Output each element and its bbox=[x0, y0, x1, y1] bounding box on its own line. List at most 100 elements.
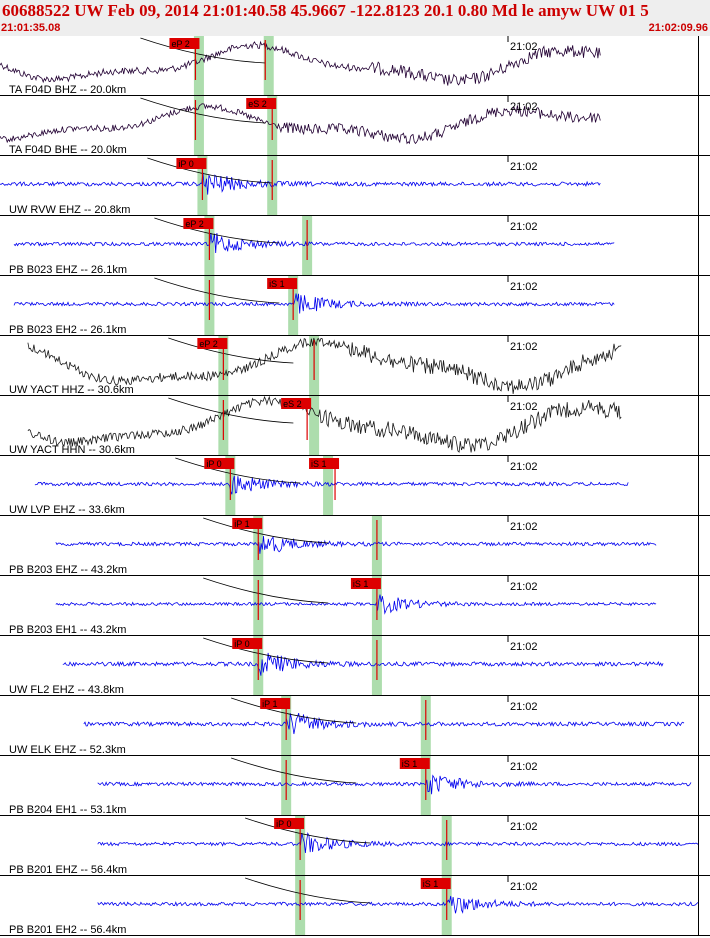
trace-panel: iP 0 21:02 UW RVW EHZ -- 20.8km bbox=[0, 156, 710, 216]
pick-window bbox=[193, 36, 204, 96]
station-label: PB B203 EH1 -- 43.2km bbox=[9, 624, 126, 636]
pick-label: iS 1 bbox=[423, 879, 439, 889]
pick-label-box bbox=[267, 278, 298, 289]
pick-label-box bbox=[204, 458, 235, 469]
moveout-curve bbox=[154, 217, 280, 244]
waveform bbox=[97, 895, 699, 914]
pick-label: iP 0 bbox=[276, 819, 291, 829]
pick-window bbox=[309, 396, 320, 456]
waveform bbox=[62, 652, 664, 676]
waveform bbox=[13, 293, 615, 314]
trace-panel: iP 1 21:02 PB B203 EHZ -- 43.2km bbox=[0, 516, 710, 576]
pick-label-box bbox=[309, 458, 340, 469]
trace-panel: eP 2 21:02 UW YACT HHZ -- 30.6km bbox=[0, 336, 710, 396]
pick-label: eS 2 bbox=[248, 99, 267, 109]
moveout-curve bbox=[231, 697, 357, 724]
waveform bbox=[0, 172, 601, 195]
moveout-curve bbox=[140, 97, 266, 124]
pick-label-box bbox=[420, 878, 451, 889]
trace-panel: iS 1 21:02 PB B201 EH2 -- 56.4km bbox=[0, 876, 710, 936]
waveform bbox=[97, 831, 699, 854]
pick-label-box bbox=[176, 158, 207, 169]
time-mark-label: 21:02 bbox=[510, 161, 538, 173]
pick-label: iP 0 bbox=[234, 639, 249, 649]
pick-label-box bbox=[232, 638, 263, 649]
pick-label-box bbox=[197, 338, 228, 349]
waveform bbox=[27, 337, 622, 394]
station-label: PB B203 EHZ -- 43.2km bbox=[9, 564, 127, 576]
time-mark-label: 21:02 bbox=[510, 221, 538, 233]
pick-label: iS 1 bbox=[311, 459, 327, 469]
station-label: TA F04D BHE -- 20.0km bbox=[9, 144, 127, 156]
time-mark-label: 21:02 bbox=[510, 461, 538, 473]
pick-label: iP 0 bbox=[178, 159, 193, 169]
waveform bbox=[13, 232, 615, 254]
event-title: 60688522 UW Feb 09, 2014 21:01:40.58 45.… bbox=[2, 1, 649, 20]
pick-label: iS 1 bbox=[402, 759, 418, 769]
pick-label-box bbox=[399, 758, 430, 769]
station-label: UW YACT HHZ -- 30.6km bbox=[9, 384, 134, 396]
moveout-curve bbox=[140, 37, 266, 64]
station-label: PB B204 EH1 -- 53.1km bbox=[9, 804, 126, 816]
trace-panel: eP 2 21:02 PB B023 EHZ -- 26.1km bbox=[0, 216, 710, 276]
moveout-curve bbox=[231, 757, 357, 784]
station-label: UW FL2 EHZ -- 43.8km bbox=[9, 684, 124, 696]
station-label: UW YACT HHN -- 30.6km bbox=[9, 444, 135, 456]
moveout-curve bbox=[245, 877, 371, 904]
time-mark-label: 21:02 bbox=[510, 821, 538, 833]
trace-panel: iP 0 21:02 PB B201 EHZ -- 56.4km bbox=[0, 816, 710, 876]
pick-label: eP 2 bbox=[171, 39, 189, 49]
moveout-curve bbox=[203, 577, 329, 604]
time-mark-label: 21:02 bbox=[510, 281, 538, 293]
end-time: 21:02:09.96 bbox=[648, 22, 708, 34]
waveform bbox=[0, 103, 601, 145]
pick-label-box bbox=[183, 218, 214, 229]
waveform bbox=[55, 535, 657, 554]
station-label: UW RVW EHZ -- 20.8km bbox=[9, 204, 130, 216]
time-mark-label: 21:02 bbox=[510, 101, 538, 113]
pick-label-box bbox=[281, 398, 312, 409]
time-mark-label: 21:02 bbox=[510, 761, 538, 773]
pick-label: iP 1 bbox=[234, 519, 249, 529]
station-label: PB B023 EHZ -- 26.1km bbox=[9, 264, 127, 276]
time-mark-label: 21:02 bbox=[510, 521, 538, 533]
pick-label: iP 1 bbox=[262, 699, 277, 709]
header-bar: 60688522 UW Feb 09, 2014 21:01:40.58 45.… bbox=[0, 0, 710, 36]
pick-label-box bbox=[350, 578, 381, 589]
station-label: PB B201 EH2 -- 56.4km bbox=[9, 924, 126, 936]
trace-panel: eP 2 21:02 TA F04D BHZ -- 20.0km bbox=[0, 36, 710, 96]
station-label: UW LVP EHZ -- 33.6km bbox=[9, 504, 125, 516]
moveout-curve bbox=[203, 517, 329, 544]
station-label: TA F04D BHZ -- 20.0km bbox=[9, 84, 126, 96]
start-time: 21:01:35.08 bbox=[1, 22, 61, 34]
time-mark-label: 21:02 bbox=[510, 641, 538, 653]
pick-label: eP 2 bbox=[199, 339, 217, 349]
trace-panel: eS 2 21:02 TA F04D BHE -- 20.0km bbox=[0, 96, 710, 156]
trace-panel: iS 1 21:02 PB B023 EH2 -- 26.1km bbox=[0, 276, 710, 336]
time-mark-label: 21:02 bbox=[510, 401, 538, 413]
time-mark-label: 21:02 bbox=[510, 701, 538, 713]
pick-label: iS 1 bbox=[353, 579, 369, 589]
pick-label-box bbox=[274, 818, 305, 829]
moveout-curve bbox=[175, 457, 301, 484]
moveout-curve bbox=[168, 397, 294, 424]
trace-panel: iS 1 21:02 PB B203 EH1 -- 43.2km bbox=[0, 576, 710, 636]
trace-panel: iP 0 21:02 UW FL2 EHZ -- 43.8km bbox=[0, 636, 710, 696]
trace-panel: iP 1 21:02 UW ELK EHZ -- 52.3km bbox=[0, 696, 710, 756]
moveout-curve bbox=[147, 157, 273, 184]
time-mark-label: 21:02 bbox=[510, 581, 538, 593]
pick-label: iP 0 bbox=[206, 459, 221, 469]
pick-label-box bbox=[260, 698, 291, 709]
pick-window bbox=[193, 96, 204, 156]
trace-panel: eS 2 21:02 UW YACT HHN -- 30.6km bbox=[0, 395, 710, 456]
moveout-curve bbox=[168, 337, 294, 364]
station-label: PB B201 EHZ -- 56.4km bbox=[9, 864, 127, 876]
waveform bbox=[27, 395, 622, 453]
trace-panel: iS 1 21:02 PB B204 EH1 -- 53.1km bbox=[0, 756, 710, 816]
pick-label-box bbox=[169, 38, 200, 49]
time-mark-label: 21:02 bbox=[510, 341, 538, 353]
seismogram-plot: eP 2 21:02 TA F04D BHZ -- 20.0km eS 2 21:02 T… bbox=[0, 36, 710, 936]
pick-label: iS 1 bbox=[269, 279, 285, 289]
waveform bbox=[83, 712, 685, 735]
pick-label-box bbox=[246, 98, 277, 109]
